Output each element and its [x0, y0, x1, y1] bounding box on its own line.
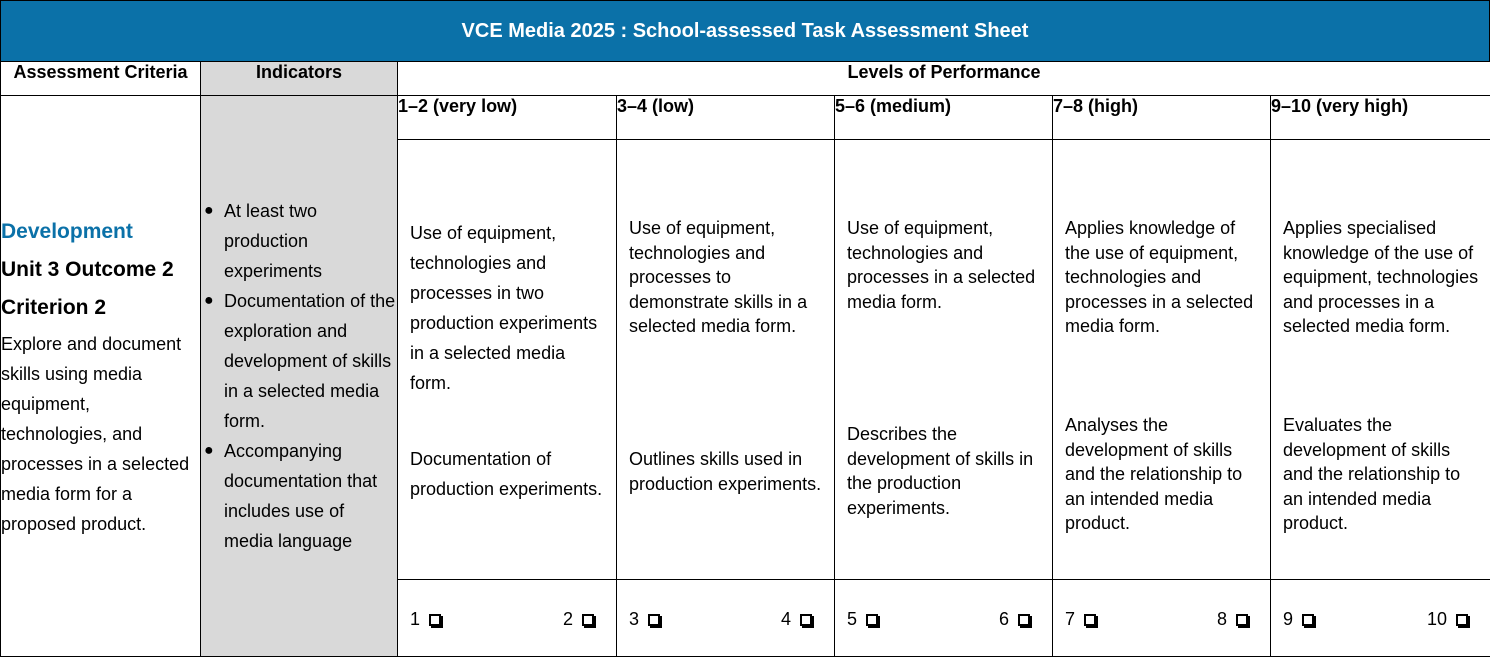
- score-number: 4: [781, 609, 791, 629]
- score-cell-3-4: 3 4: [617, 580, 835, 657]
- level-label: 1–2 (very low): [398, 96, 617, 140]
- score-number: 8: [1217, 609, 1227, 629]
- header-row: Assessment Criteria Indicators Levels of…: [1, 62, 1490, 96]
- criteria-header: Assessment Criteria: [1, 62, 201, 96]
- descriptor-documentation: Outlines skills used in production exper…: [629, 447, 824, 497]
- checkbox-icon[interactable]: [1018, 614, 1030, 626]
- indicator-item: ●Accompanying documentation that include…: [201, 436, 397, 556]
- criterion-cell: Development Unit 3 Outcome 2 Criterion 2…: [1, 96, 201, 657]
- criterion-unit: Unit 3 Outcome 2: [1, 251, 200, 289]
- score-cell-5-6: 5 6: [835, 580, 1053, 657]
- score-number: 2: [563, 609, 573, 629]
- descriptor-cell-1-2: Use of equipment, technologies and proce…: [398, 140, 617, 580]
- bullet-icon: ●: [204, 286, 214, 316]
- level-label: 3–4 (low): [617, 96, 835, 140]
- descriptor-main: Applies specialised knowledge of the use…: [1283, 216, 1480, 339]
- levels-header: Levels of Performance: [398, 62, 1490, 96]
- criterion-description: Explore and document skills using media …: [1, 329, 200, 539]
- score-number: 9: [1283, 609, 1293, 629]
- page-title: VCE Media 2025 : School-assessed Task As…: [462, 20, 1029, 43]
- checkbox-icon[interactable]: [866, 614, 878, 626]
- level-label: 5–6 (medium): [835, 96, 1053, 140]
- checkbox-icon[interactable]: [800, 614, 812, 626]
- descriptor-main: Use of equipment, technologies and proce…: [847, 216, 1042, 314]
- indicators-cell: ●At least two production experiments ●Do…: [201, 96, 398, 657]
- descriptor-cell-5-6: Use of equipment, technologies and proce…: [835, 140, 1053, 580]
- score-number: 7: [1065, 609, 1075, 629]
- checkbox-icon[interactable]: [429, 614, 441, 626]
- descriptor-main: Use of equipment, technologies and proce…: [629, 216, 824, 339]
- checkbox-icon[interactable]: [648, 614, 660, 626]
- bullet-icon: ●: [204, 196, 214, 226]
- score-cell-7-8: 7 8: [1053, 580, 1271, 657]
- checkbox-icon[interactable]: [582, 614, 594, 626]
- descriptor-cell-9-10: Applies specialised knowledge of the use…: [1271, 140, 1490, 580]
- level-label: 7–8 (high): [1053, 96, 1271, 140]
- score-number: 1: [410, 609, 420, 629]
- descriptor-cell-7-8: Applies knowledge of the use of equipmen…: [1053, 140, 1271, 580]
- checkbox-icon[interactable]: [1302, 614, 1314, 626]
- score-number: 3: [629, 609, 639, 629]
- descriptor-main: Use of equipment, technologies and proce…: [410, 218, 606, 398]
- indicator-item: ●Documentation of the exploration and de…: [201, 286, 397, 436]
- score-number: 10: [1427, 609, 1447, 629]
- criterion-number: Criterion 2: [1, 289, 200, 327]
- indicators-header: Indicators: [201, 62, 398, 96]
- descriptor-documentation: Describes the development of skills in t…: [847, 422, 1042, 520]
- indicators-list: ●At least two production experiments ●Do…: [201, 196, 397, 556]
- title-banner: VCE Media 2025 : School-assessed Task As…: [0, 0, 1490, 62]
- descriptor-main: Applies knowledge of the use of equipmen…: [1065, 216, 1260, 339]
- checkbox-icon[interactable]: [1456, 614, 1468, 626]
- descriptor-documentation: Documentation of production experiments.: [410, 444, 606, 504]
- checkbox-icon[interactable]: [1084, 614, 1096, 626]
- score-number: 5: [847, 609, 857, 629]
- descriptor-cell-3-4: Use of equipment, technologies and proce…: [617, 140, 835, 580]
- level-label: 9–10 (very high): [1271, 96, 1490, 140]
- score-cell-1-2: 1 2: [398, 580, 617, 657]
- score-number: 6: [999, 609, 1009, 629]
- descriptor-documentation: Evaluates the development of skills and …: [1283, 413, 1480, 536]
- indicator-item: ●At least two production experiments: [201, 196, 397, 286]
- score-cell-9-10: 9 10: [1271, 580, 1490, 657]
- rubric-table: Assessment Criteria Indicators Levels of…: [0, 61, 1490, 657]
- descriptor-documentation: Analyses the development of skills and t…: [1065, 413, 1260, 536]
- bullet-icon: ●: [204, 436, 214, 466]
- level-labels-row: Development Unit 3 Outcome 2 Criterion 2…: [1, 96, 1490, 140]
- checkbox-icon[interactable]: [1236, 614, 1248, 626]
- criterion-name: Development: [1, 213, 200, 251]
